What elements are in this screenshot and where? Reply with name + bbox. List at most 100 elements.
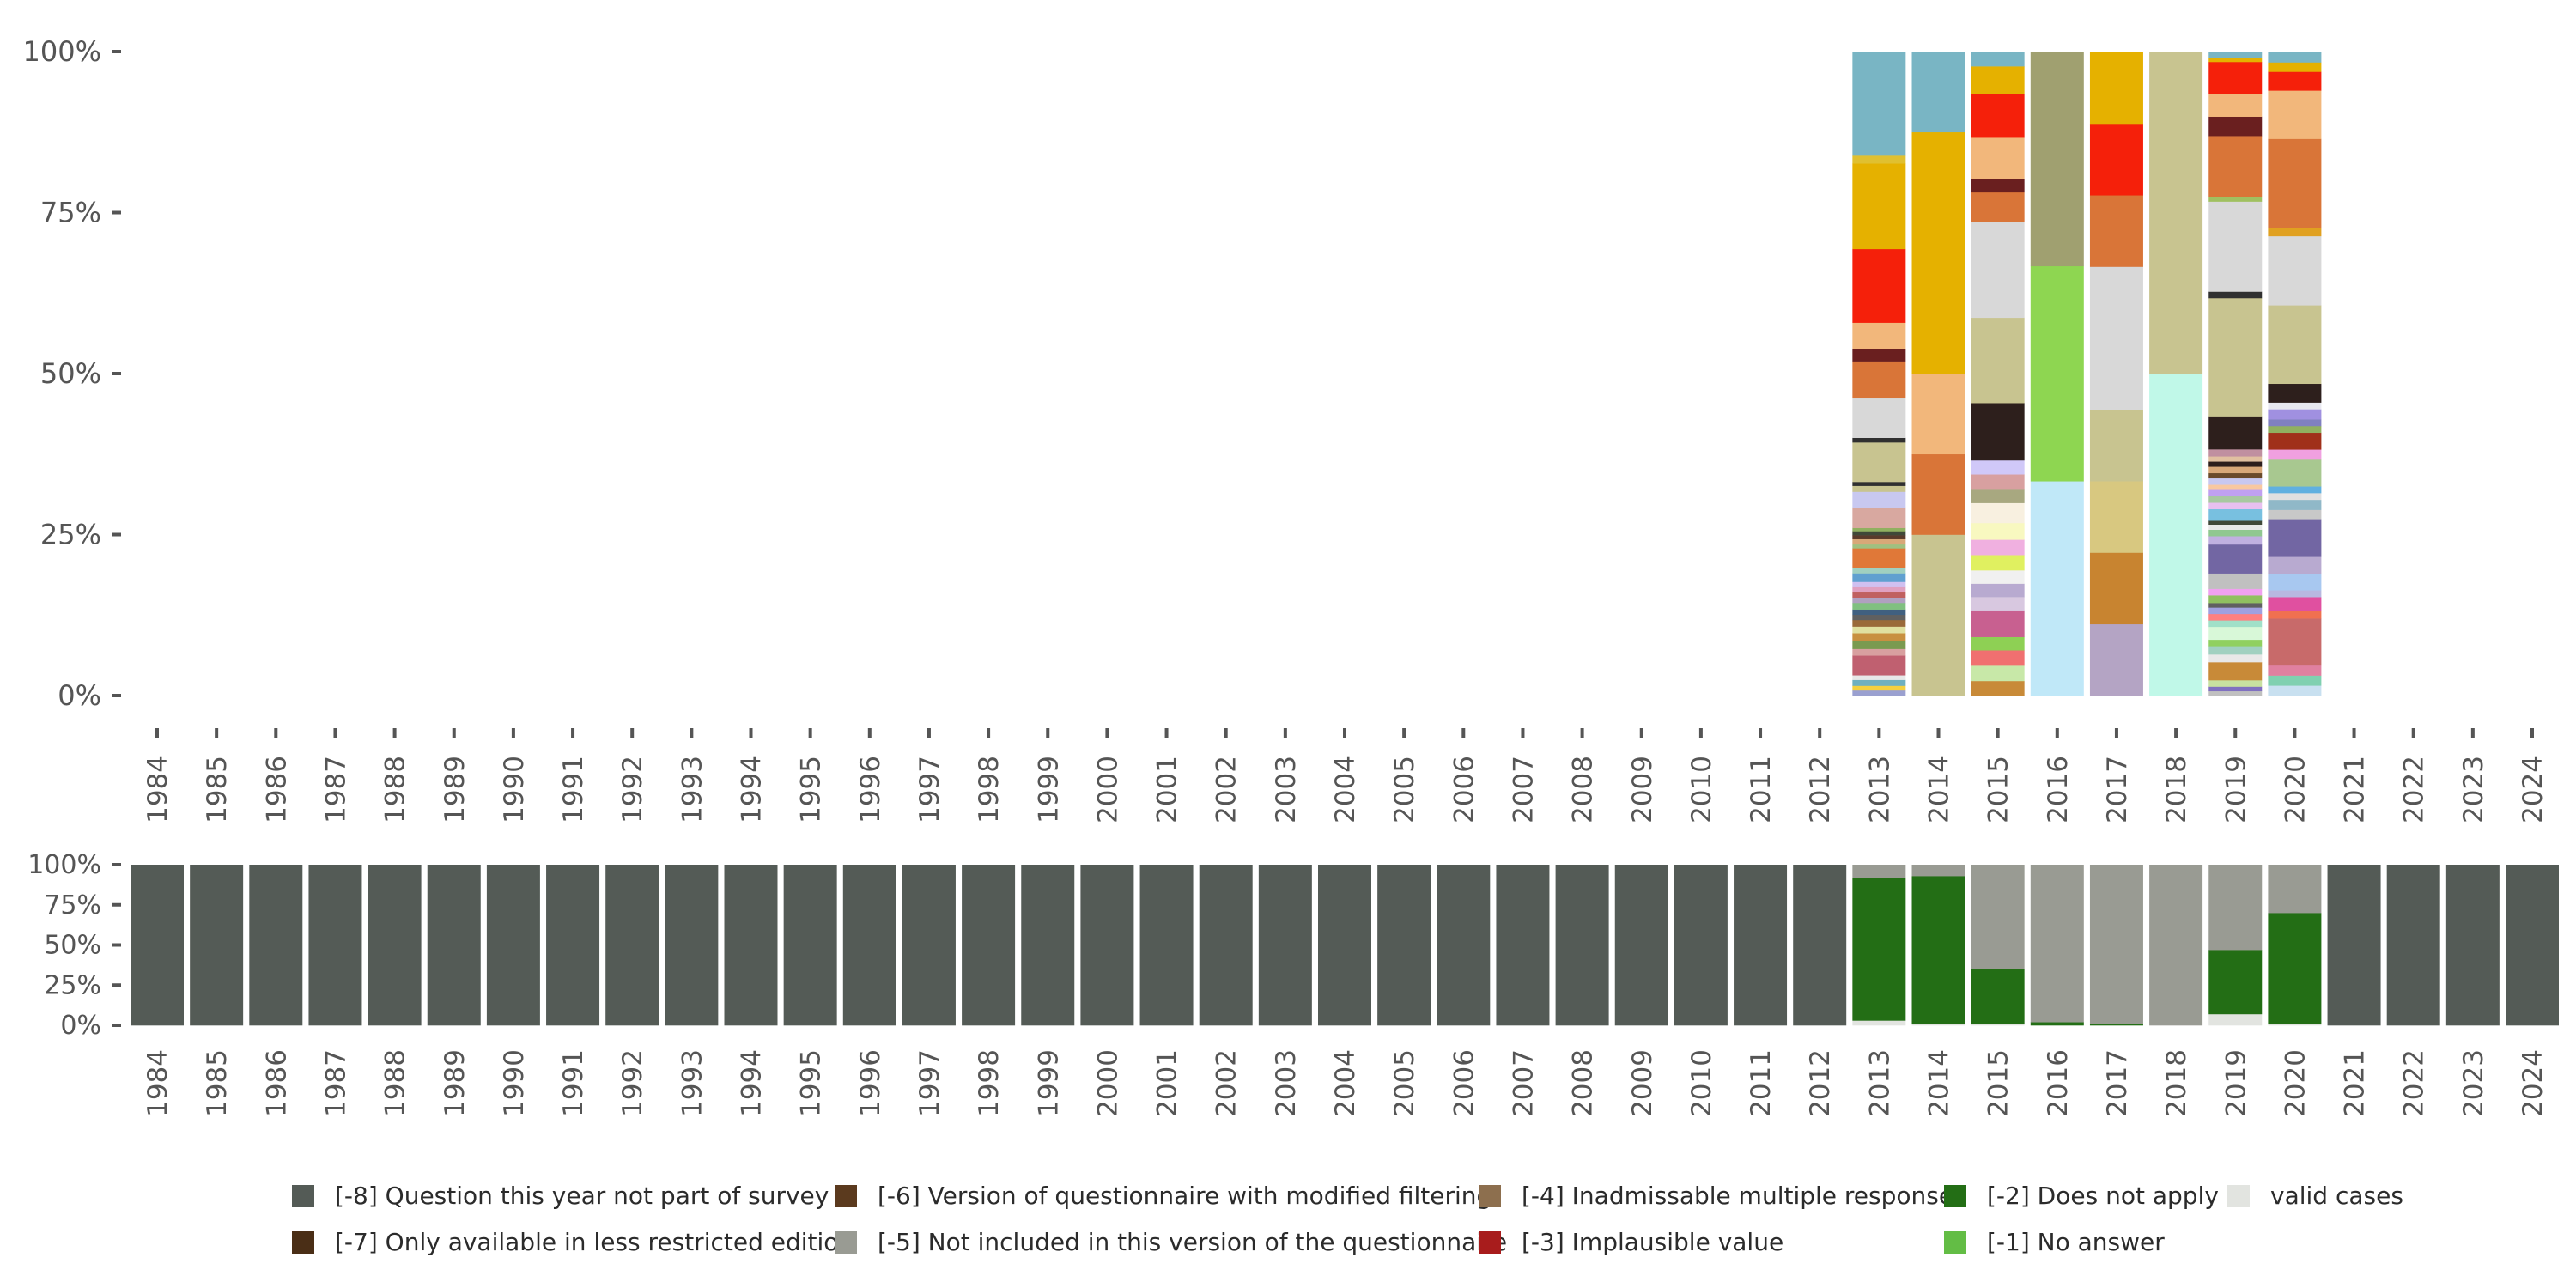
bar-segment: [1852, 531, 1906, 536]
bar-segment: [1852, 548, 1906, 568]
bar-segment: [2089, 124, 2143, 196]
bar-segment: [2089, 865, 2143, 1024]
bar-segment: [1852, 163, 1906, 250]
bar-segment: [2268, 556, 2322, 574]
legend-swatch: [1944, 1184, 1966, 1207]
x-tick-label: 2009: [1627, 1049, 1658, 1117]
x-tick-label: 2008: [1568, 1049, 1599, 1117]
bar-segment: [2208, 416, 2263, 450]
x-tick-label: 2007: [1508, 756, 1539, 823]
bar-segment: [2208, 58, 2263, 63]
bar-segment: [2268, 459, 2322, 487]
bar-segment: [1852, 248, 1906, 323]
x-tick-label: 1992: [617, 756, 648, 823]
x-tick-label: 2003: [1271, 756, 1302, 823]
bar-segment: [2506, 865, 2559, 1026]
bar-segment: [1971, 459, 2025, 475]
bar-segment: [1971, 94, 2025, 138]
x-tick-label: 1988: [380, 756, 411, 823]
bar-segment: [1852, 690, 1906, 696]
x-tick-label: 1986: [261, 756, 292, 823]
bar-segment: [546, 865, 600, 1026]
bar-segment: [1971, 474, 2025, 490]
bar-segment: [2208, 508, 2263, 521]
bar-segment: [1971, 522, 2025, 540]
bar-segment: [2268, 573, 2322, 591]
bar-segment: [1852, 398, 1906, 438]
bar-segment: [2089, 266, 2143, 410]
bar-segment: [1852, 619, 1906, 627]
bar-segment: [2208, 573, 2263, 589]
bar-segment: [1852, 626, 1906, 634]
bar-segment: [2268, 509, 2322, 520]
bar-segment: [2268, 597, 2322, 611]
x-tick-label: 1987: [320, 756, 351, 823]
bar-segment: [1852, 538, 1906, 545]
bar-segment: [2208, 1013, 2263, 1026]
bar-segment: [1852, 442, 1906, 483]
bar-segment: [486, 865, 540, 1026]
bar-segment: [2268, 71, 2322, 91]
y-tick-label: 75%: [44, 890, 101, 920]
x-tick-label: 1989: [440, 1049, 471, 1117]
bar-segment: [1971, 317, 2025, 404]
bar-segment: [1911, 534, 1965, 696]
bar-segment: [1080, 865, 1134, 1026]
bar-segment: [2208, 94, 2263, 117]
bar-segment: [2030, 52, 2084, 267]
y-tick-label: 100%: [23, 35, 101, 68]
bar-segment: [1852, 1020, 1906, 1026]
x-tick-label: 2011: [1746, 756, 1777, 823]
bar-segment: [2386, 865, 2440, 1026]
bar-segment: [2268, 519, 2322, 557]
y-tick-label: 25%: [40, 519, 101, 551]
bar-segment: [1971, 502, 2025, 524]
bar-segment: [1555, 865, 1609, 1026]
bar-segment: [1852, 865, 1906, 878]
bar-segment: [2208, 950, 2263, 1015]
bar-segment: [2208, 613, 2263, 621]
x-tick-label: 2020: [2280, 756, 2311, 823]
bar-segment: [902, 865, 956, 1026]
legend-item: [-7] Only available in less restricted e…: [292, 1228, 854, 1256]
bar-segment: [1852, 675, 1906, 680]
bar-segment: [1852, 535, 1906, 539]
legend-swatch: [835, 1230, 857, 1254]
x-tick-label: 1996: [855, 1049, 886, 1117]
bar-segment: [1852, 544, 1906, 549]
bar-segment: [1852, 877, 1906, 1021]
legend-swatch: [1479, 1230, 1501, 1254]
x-tick-label: 2005: [1389, 756, 1420, 823]
bar-segment: [2208, 61, 2263, 94]
bar-segment: [2208, 536, 2263, 545]
bar-segment: [2268, 486, 2322, 494]
bar-segment: [1911, 131, 1965, 374]
bar-segment: [2268, 618, 2322, 666]
legend-label: [-7] Only available in less restricted e…: [335, 1228, 854, 1256]
bar-segment: [1852, 361, 1906, 399]
x-tick-label: 2018: [2161, 1049, 2192, 1117]
bar-segment: [1437, 865, 1491, 1026]
bar-segment: [1971, 597, 2025, 611]
legend: [-8] Question this year not part of surv…: [292, 1170, 2490, 1264]
bar-segment: [2208, 686, 2263, 692]
bar-segment: [2268, 913, 2322, 1024]
bar-segment: [2268, 665, 2322, 676]
bar-segment: [1139, 865, 1194, 1026]
legend-swatch: [835, 1184, 857, 1207]
bar-segment: [2208, 466, 2263, 474]
bar-segment: [962, 865, 1016, 1026]
x-tick-label: 2012: [1805, 756, 1836, 823]
bar-segment: [2208, 620, 2263, 628]
x-tick-label: 2002: [1212, 1049, 1242, 1117]
bar-segment: [1971, 969, 2025, 1024]
legend-item: [-8] Question this year not part of surv…: [292, 1182, 829, 1210]
x-tick-label: 2024: [2518, 1049, 2549, 1117]
bar-segment: [2268, 138, 2322, 228]
bar-segment: [842, 865, 896, 1026]
bar-segment: [2268, 90, 2322, 139]
bar-segment: [1852, 641, 1906, 649]
bar-segment: [1971, 137, 2025, 179]
bar-segment: [1971, 865, 2025, 969]
bar-segment: [1911, 374, 1965, 455]
